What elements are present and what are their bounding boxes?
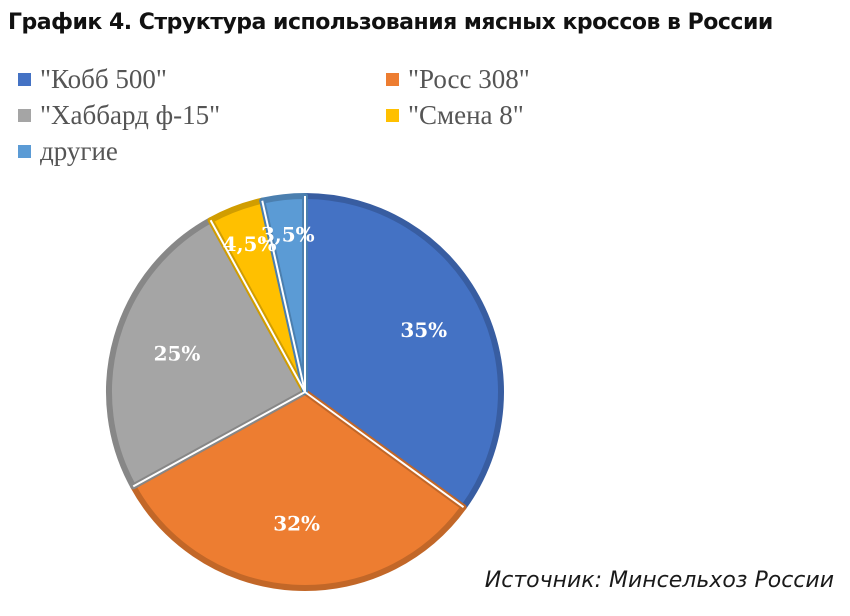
legend-label-ross: "Росс 308" [408, 64, 530, 94]
source-note: Источник: Минсельхоз России [484, 568, 834, 593]
legend-item-other: другие [18, 136, 118, 167]
legend-label-smena: "Смена 8" [408, 100, 524, 130]
legend-item-cobb: "Кобб 500" [18, 64, 167, 95]
slice-separator-2 [132, 391, 306, 488]
legend-item-hubbard: "Хаббард ф-15" [18, 100, 220, 131]
legend-swatch-cobb [18, 73, 31, 86]
legend-item-smena: "Смена 8" [386, 100, 524, 131]
legend-swatch-ross [386, 73, 399, 86]
pie-slice-2 [106, 217, 308, 490]
pie-slice-0 [302, 193, 504, 511]
legend-label-hubbard: "Хаббард ф-15" [40, 100, 221, 130]
legend-swatch-hubbard [18, 109, 31, 122]
legend-swatch-smena [386, 109, 399, 122]
data-label-2: 25% [154, 341, 201, 365]
data-label-3: 4,5% [223, 232, 277, 256]
slice-separator-1 [304, 391, 465, 509]
legend-label-cobb: "Кобб 500" [40, 64, 167, 94]
slice-separator-3 [209, 219, 306, 393]
legend-label-other: другие [40, 136, 118, 166]
legend-swatch-other [18, 145, 31, 158]
slice-separator-4 [261, 200, 306, 393]
data-label-4: 3,5% [261, 223, 315, 247]
legend-item-ross: "Росс 308" [386, 64, 530, 95]
data-label-0: 35% [400, 318, 447, 342]
chart-title: График 4. Структура использования мясных… [8, 10, 773, 35]
data-label-1: 32% [273, 512, 320, 536]
pie-slice-1 [130, 389, 467, 591]
chart-legend: "Кобб 500" "Росс 308" "Хаббард ф-15" "См… [18, 64, 638, 174]
